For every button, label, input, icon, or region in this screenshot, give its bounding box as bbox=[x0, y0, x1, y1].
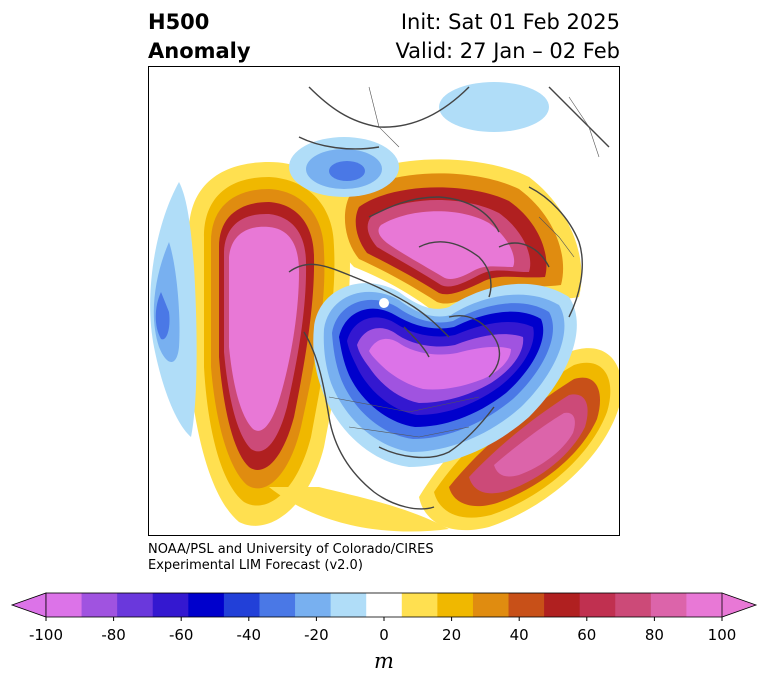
forecast-dates: Init: Sat 01 Feb 2025 Valid: 27 Jan – 02… bbox=[395, 8, 620, 66]
init-date: Init: Sat 01 Feb 2025 bbox=[400, 10, 620, 34]
colorbar-segment bbox=[223, 593, 260, 617]
colorbar-tick-label: 20 bbox=[442, 626, 462, 644]
colorbar-tick-label: -20 bbox=[304, 626, 329, 644]
colorbar-segment bbox=[615, 593, 652, 617]
credit-line-2: Experimental LIM Forecast (v2.0) bbox=[148, 558, 363, 573]
colorbar-segment bbox=[152, 593, 189, 617]
north-pole-marker bbox=[379, 298, 389, 308]
title-anomaly: Anomaly bbox=[148, 39, 251, 63]
borders bbox=[328, 86, 600, 438]
colorbar-under-arrow bbox=[10, 592, 47, 618]
colorbar-tick-label: 60 bbox=[577, 626, 597, 644]
arctic-ridge-anomaly bbox=[334, 159, 582, 314]
colorbar-segment bbox=[508, 593, 545, 617]
colorbar-ticks: -100 -80 -60 -40 -20 0 20 40 60 80 100 bbox=[0, 626, 768, 646]
colorbar-tick-label: -60 bbox=[168, 626, 194, 644]
colorbar-segment bbox=[472, 593, 510, 617]
colorbar-tick-label: 80 bbox=[644, 626, 664, 644]
colorbar-segment bbox=[330, 593, 367, 617]
colorbar-segment bbox=[579, 593, 616, 617]
colorbar-over-arrow bbox=[721, 592, 758, 618]
colorbar-tick-label: -40 bbox=[236, 626, 262, 644]
colorbar-tick-label: -100 bbox=[28, 626, 64, 644]
colorbar-segment bbox=[259, 593, 296, 617]
polar-map bbox=[148, 66, 620, 536]
colorbar-tick-label: 40 bbox=[509, 626, 529, 644]
colorbar-segment bbox=[401, 593, 438, 617]
siberia-trough-anomaly bbox=[289, 82, 549, 197]
colorbar-segment bbox=[650, 593, 687, 617]
colorbar-segment bbox=[686, 593, 723, 617]
colorbar-units: m bbox=[374, 649, 394, 673]
colorbar-segment bbox=[437, 593, 474, 617]
colorbar-segment bbox=[81, 593, 118, 617]
colorbar bbox=[10, 592, 758, 621]
atlantic-ridge-anomaly bbox=[419, 348, 619, 531]
colorbar-segment bbox=[46, 593, 83, 617]
valid-range: Valid: 27 Jan – 02 Feb bbox=[395, 39, 620, 63]
credit-line-1: NOAA/PSL and University of Colorado/CIRE… bbox=[148, 542, 434, 557]
colorbar-segment bbox=[117, 593, 154, 617]
colorbar-tick-label: 100 bbox=[707, 626, 737, 644]
title-variable: H500 bbox=[148, 10, 210, 34]
credit-text: NOAA/PSL and University of Colorado/CIRE… bbox=[148, 542, 434, 574]
colorbar-segment bbox=[295, 593, 332, 617]
colorbar-segment bbox=[544, 593, 581, 617]
pacific-ridge-anomaly bbox=[188, 162, 350, 526]
colorbar-tick-label: -80 bbox=[101, 626, 126, 644]
colorbar-segment bbox=[188, 593, 225, 617]
anomaly-map-svg bbox=[150, 82, 619, 532]
central-trough-anomaly bbox=[313, 283, 577, 467]
west-pacific-trough-anomaly bbox=[150, 182, 197, 437]
colorbar-segment bbox=[366, 593, 403, 617]
colorbar-tick-label: 0 bbox=[379, 626, 389, 644]
coastlines bbox=[288, 86, 610, 510]
south-positive-fringe bbox=[269, 487, 449, 532]
map-title: H500 Anomaly bbox=[148, 8, 251, 66]
